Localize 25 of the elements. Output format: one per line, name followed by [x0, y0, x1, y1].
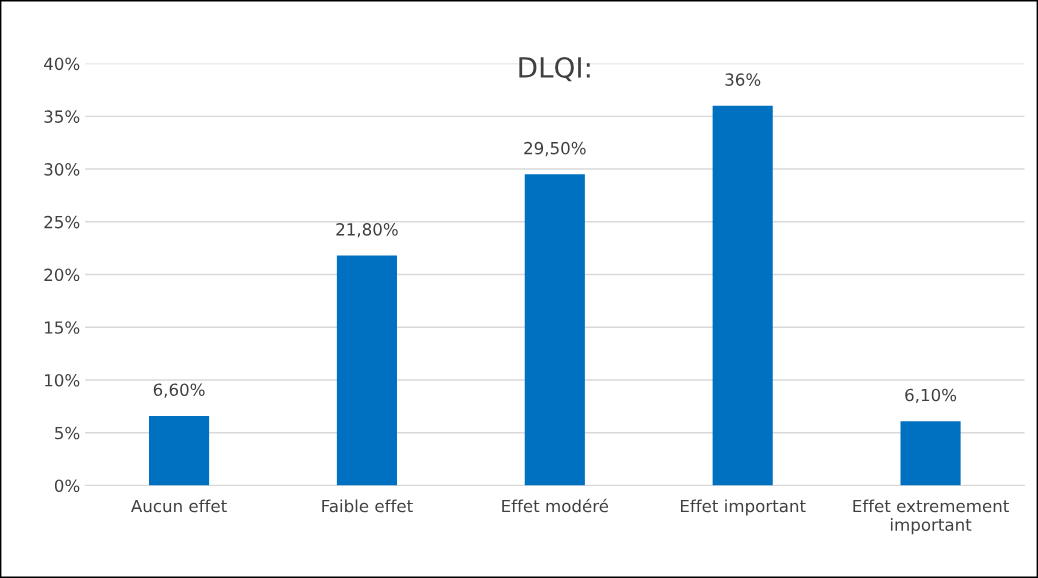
- data-label: 29,50%: [524, 141, 586, 157]
- y-tick-label: 40%: [44, 57, 80, 71]
- y-tick-label: 35%: [44, 110, 80, 123]
- y-tick-label: 5%: [55, 426, 80, 440]
- data-label: 36%: [725, 73, 761, 86]
- y-tick-label: 0%: [54, 479, 80, 493]
- x-tick-label: Effet important: [680, 499, 806, 516]
- x-tick-label: Effet extremement important: [853, 499, 1009, 535]
- x-tick-label: Aucun effet: [131, 499, 227, 513]
- y-tick-label: 25%: [44, 215, 80, 229]
- y-tick-label: 30%: [44, 163, 80, 176]
- y-tick-label: 10%: [45, 374, 80, 387]
- bar: [900, 421, 961, 486]
- x-tick-label: Faible effet: [322, 499, 413, 513]
- x-tick-label: Effet modéré: [502, 498, 609, 513]
- bar: [336, 255, 397, 486]
- y-tick-label: 15%: [45, 321, 80, 334]
- data-label: 6,60%: [153, 383, 205, 398]
- bar: [712, 105, 773, 486]
- data-label: 6,10%: [905, 388, 957, 403]
- bar: [524, 174, 585, 486]
- data-label: 21,80%: [336, 223, 398, 238]
- y-tick-label: 20%: [44, 268, 80, 282]
- chart-title: DLQI:: [519, 56, 590, 82]
- bar: [148, 415, 210, 486]
